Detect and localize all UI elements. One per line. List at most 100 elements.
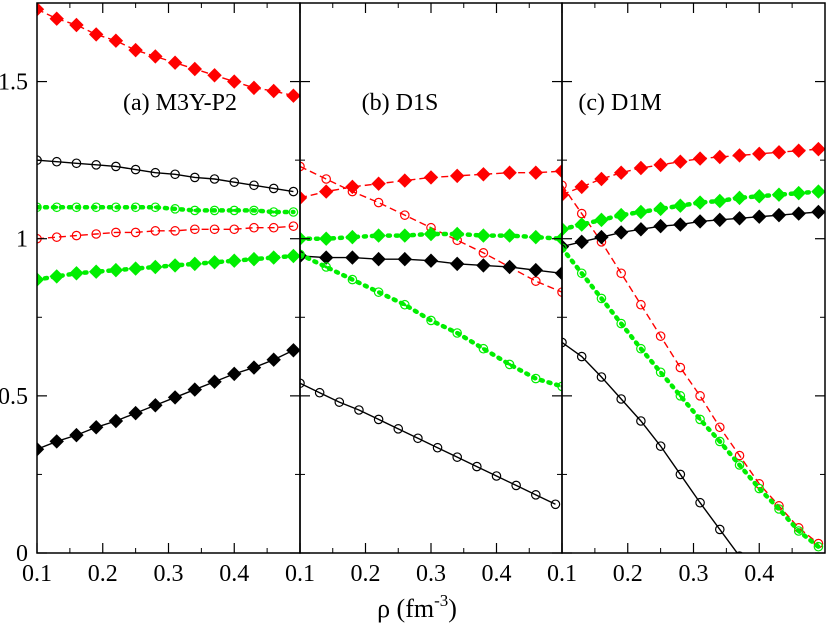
data-point-1-2-12 bbox=[249, 180, 259, 191]
data-point-3-1-5 bbox=[633, 160, 649, 176]
panel-label-3: (c) D1M bbox=[578, 90, 661, 116]
data-point-1-6-2 bbox=[49, 434, 64, 449]
data-point-2-3-9 bbox=[502, 228, 517, 243]
data-point-1-3-2-dot bbox=[55, 205, 59, 209]
data-point-2-1-6 bbox=[423, 170, 439, 185]
data-point-3-6-2 bbox=[576, 351, 587, 362]
data-point-2-2-3 bbox=[347, 186, 358, 197]
data-point-3-5-7 bbox=[675, 391, 686, 401]
data-point-2-4-2 bbox=[318, 250, 334, 265]
data-point-3-2-4 bbox=[616, 268, 626, 279]
data-point-1-3-6 bbox=[130, 202, 141, 213]
data-point-3-3-4 bbox=[613, 207, 629, 223]
data-point-2-6-6 bbox=[393, 424, 404, 434]
data-point-1-2-8 bbox=[170, 169, 180, 180]
data-point-1-5-8 bbox=[167, 258, 183, 273]
data-point-1-3-3 bbox=[71, 202, 82, 213]
data-point-2-3-8 bbox=[476, 228, 491, 243]
data-point-1-1-1 bbox=[37, 3, 45, 17]
data-point-3-4-3 bbox=[594, 229, 609, 245]
data-point-3-2-7 bbox=[675, 362, 686, 373]
data-point-3-5-14 bbox=[813, 541, 824, 552]
data-point-3-5-6-dot bbox=[659, 370, 663, 374]
x-tick-label-2-1: 0.1 bbox=[285, 561, 315, 587]
data-point-2-1-9 bbox=[502, 165, 517, 180]
data-point-2-4-9 bbox=[502, 259, 517, 275]
data-point-3-6-8 bbox=[695, 497, 705, 508]
data-point-2-5-5 bbox=[399, 299, 410, 310]
y-tick-label-3: 1 bbox=[16, 227, 28, 253]
x-tick-label-2-4: 0.4 bbox=[482, 561, 512, 587]
data-point-1-2-13 bbox=[268, 183, 279, 194]
data-point-3-5-1 bbox=[562, 243, 567, 253]
series-line-1-2 bbox=[37, 159, 294, 193]
data-point-1-6-12 bbox=[246, 360, 262, 375]
data-point-3-5-3 bbox=[596, 293, 607, 304]
data-point-1-1-11 bbox=[227, 74, 242, 89]
data-point-1-5-7 bbox=[148, 259, 163, 275]
x-axis-label-sup: -3 bbox=[434, 591, 448, 610]
data-point-1-1-8 bbox=[167, 55, 183, 70]
data-point-2-3-5 bbox=[397, 228, 413, 243]
data-point-2-5-2-dot bbox=[324, 265, 328, 269]
series-line-3-6 bbox=[562, 341, 739, 553]
plot-layer bbox=[37, 3, 825, 553]
data-point-1-5-14 bbox=[286, 248, 300, 264]
x-tick-label-2-3: 0.3 bbox=[416, 561, 446, 587]
data-point-1-6-7 bbox=[148, 398, 163, 413]
data-point-2-4-5 bbox=[397, 251, 413, 267]
data-point-1-3-7 bbox=[150, 202, 161, 213]
data-point-1-5-5 bbox=[108, 262, 124, 278]
data-point-1-2-6 bbox=[130, 164, 141, 175]
data-point-1-1-4 bbox=[88, 27, 104, 42]
data-point-1-4-10 bbox=[209, 224, 220, 235]
data-point-3-3-3 bbox=[594, 212, 609, 228]
data-point-3-6-10 bbox=[735, 551, 744, 553]
data-point-2-5-8-dot bbox=[481, 347, 485, 351]
x-tick-label-3-3: 0.3 bbox=[679, 561, 709, 587]
data-point-2-4-6 bbox=[423, 253, 439, 268]
data-point-2-6-2 bbox=[314, 387, 325, 398]
data-point-3-4-14 bbox=[811, 204, 825, 220]
data-point-1-3-12-dot bbox=[252, 208, 256, 212]
data-point-2-6-1 bbox=[300, 378, 305, 389]
data-point-3-5-9-dot bbox=[718, 439, 722, 443]
data-point-1-4-8 bbox=[170, 226, 180, 236]
data-point-2-2-1 bbox=[300, 161, 305, 172]
data-point-1-5-10 bbox=[207, 255, 222, 270]
panel-frame-3 bbox=[561, 2, 826, 554]
data-point-3-1-1 bbox=[562, 187, 570, 202]
data-point-3-3-12 bbox=[771, 187, 787, 202]
panel-3 bbox=[562, 141, 825, 553]
data-point-1-2-14 bbox=[288, 186, 299, 197]
data-point-1-3-14-dot bbox=[291, 210, 295, 214]
data-point-1-6-4 bbox=[88, 420, 104, 435]
data-point-1-2-10 bbox=[209, 174, 220, 184]
data-point-2-6-4 bbox=[354, 405, 364, 415]
data-point-1-6-8 bbox=[167, 390, 183, 405]
data-point-3-1-9 bbox=[712, 149, 728, 165]
data-point-3-6-5 bbox=[636, 416, 646, 426]
data-point-3-5-14-dot bbox=[816, 545, 820, 549]
data-point-2-5-2 bbox=[321, 262, 331, 272]
data-point-2-1-2 bbox=[318, 184, 334, 199]
data-point-2-1-11 bbox=[554, 163, 562, 179]
data-point-2-3-3 bbox=[345, 229, 360, 245]
panel-2 bbox=[300, 161, 562, 510]
x-tick-label-1-2: 0.2 bbox=[88, 561, 118, 587]
data-point-1-2-7 bbox=[150, 167, 161, 178]
data-point-2-1-7 bbox=[449, 168, 465, 184]
data-point-3-5-8 bbox=[695, 414, 705, 425]
data-point-1-5-1 bbox=[37, 272, 45, 287]
data-point-3-5-11-dot bbox=[757, 487, 761, 491]
data-point-3-5-5-dot bbox=[639, 347, 643, 351]
data-point-3-5-4-dot bbox=[619, 322, 623, 326]
data-point-2-6-10 bbox=[472, 461, 482, 472]
series-line-1-4 bbox=[37, 225, 294, 240]
data-point-3-3-14 bbox=[811, 184, 825, 199]
data-point-2-5-3 bbox=[347, 274, 358, 285]
data-point-3-3-10 bbox=[732, 190, 747, 206]
data-point-3-6-4 bbox=[616, 394, 626, 404]
data-point-2-4-3 bbox=[345, 250, 360, 265]
x-axis-label-close: ) bbox=[448, 594, 457, 623]
